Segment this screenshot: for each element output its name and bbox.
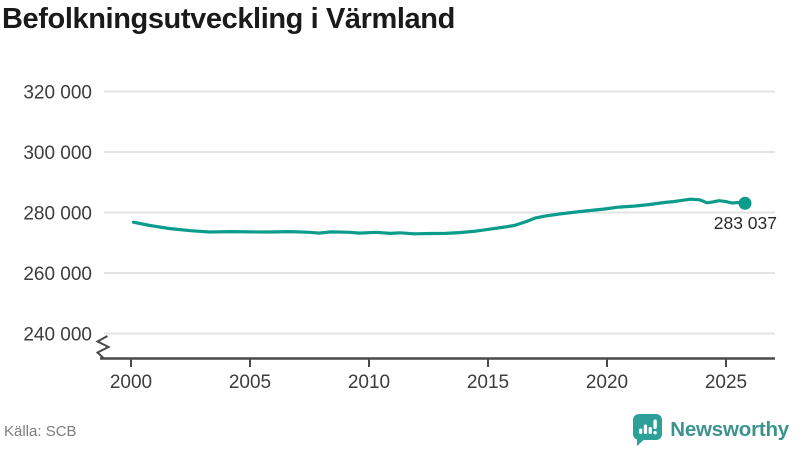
data-series (131, 196, 752, 236)
y-axis-tick-label: 300 000 (23, 143, 92, 164)
x-axis-tick-label: 2020 (586, 372, 628, 393)
newsworthy-logo-icon (633, 414, 663, 446)
x-axis-tick-label: 2015 (467, 372, 509, 393)
end-point-marker (738, 196, 752, 210)
population-line (131, 197, 747, 236)
y-axis-tick-label: 260 000 (23, 264, 92, 285)
x-axis-tick-label: 2025 (705, 372, 747, 393)
end-value-label: 283 037 (714, 213, 777, 233)
y-axis-tick-label: 280 000 (23, 204, 92, 225)
x-axis-tick-label: 2000 (110, 372, 152, 393)
source-note: Källa: SCB (4, 423, 77, 440)
x-axis-labels: 2000 2005 2010 2015 2020 2025 (110, 372, 747, 393)
y-axis-tick-label: 320 000 (23, 83, 92, 104)
y-axis-labels: 320 000 300 000 280 000 260 000 240 000 (23, 83, 92, 346)
y-axis-tick-label: 240 000 (23, 325, 92, 346)
x-axis (100, 357, 775, 367)
brand-logo[interactable]: Newsworthy (633, 414, 789, 446)
brand-name: Newsworthy (670, 418, 789, 441)
axis-break-icon (95, 335, 111, 360)
x-axis-tick-label: 2010 (348, 372, 390, 393)
x-axis-tick-label: 2005 (229, 372, 271, 393)
gridlines (104, 90, 775, 335)
chart-title: Befolkningsutveckling i Värmland (2, 3, 455, 35)
